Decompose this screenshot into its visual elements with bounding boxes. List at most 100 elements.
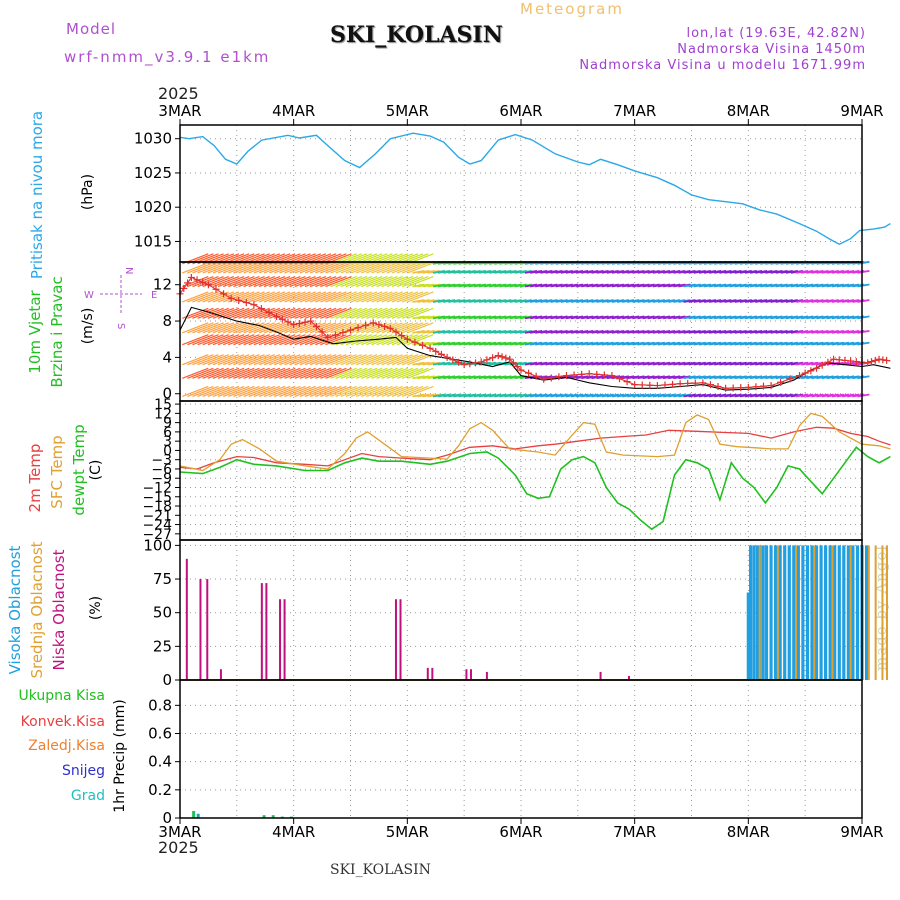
wind-gust-marker	[295, 319, 303, 327]
wind-barb	[197, 322, 224, 334]
wind-barb	[376, 334, 403, 346]
wind-barb	[320, 385, 347, 398]
pressure-ytick-label: 1030	[134, 130, 172, 148]
wind-barb	[238, 367, 265, 379]
wind-gust-marker	[369, 319, 377, 327]
wind-barb	[238, 354, 265, 366]
wind-barb	[279, 322, 306, 334]
wind-barb	[366, 354, 393, 366]
wind-barb	[402, 354, 429, 366]
clouds-ytick-label: 50	[153, 604, 172, 622]
wind-gust-marker	[278, 315, 286, 323]
wind-barb	[345, 354, 373, 366]
wind-gust-marker	[250, 301, 258, 309]
wind-barb	[182, 385, 209, 398]
cloud-low-bar	[185, 558, 188, 680]
wind-barb	[192, 385, 219, 398]
wind-barb	[294, 334, 322, 346]
wind-barb	[253, 291, 281, 303]
wind-barb	[284, 275, 311, 288]
temperature-ytick-label: −21	[142, 508, 172, 524]
wind-barb	[396, 291, 424, 303]
wind-barb	[857, 283, 870, 288]
wind-barb	[228, 262, 255, 274]
cloud-low-bar	[199, 579, 202, 680]
wind-barb	[253, 367, 281, 379]
wind-barb	[207, 334, 235, 346]
bottom-station: SKI_KOLASIN	[330, 862, 431, 878]
wind-barb	[366, 262, 393, 274]
wind-barb	[335, 291, 362, 303]
wind-gust-marker	[616, 375, 624, 383]
wind-barb	[325, 291, 352, 303]
wind-gust-marker	[386, 324, 394, 332]
wind-barb	[289, 291, 316, 303]
wind-barb	[212, 354, 240, 366]
cloud-high-bar	[824, 545, 828, 680]
wind-barb	[320, 307, 347, 319]
wind-barb	[396, 354, 424, 366]
wind-barb	[243, 262, 270, 274]
wind-barb	[320, 322, 347, 334]
wind-barb	[355, 262, 383, 274]
wind-barb	[284, 334, 311, 346]
wind-gust-marker	[777, 378, 785, 386]
wind-barb	[407, 307, 434, 319]
wind-gust-marker	[835, 356, 843, 364]
wind-barb	[340, 291, 368, 303]
pressure-unit: (hPa)	[80, 174, 96, 210]
wind-barb	[269, 291, 296, 303]
wind-gust-marker	[403, 335, 411, 343]
wind-gust-marker	[331, 331, 339, 339]
wind-barb	[253, 275, 281, 288]
wind-barb	[207, 275, 235, 288]
wind-barb	[325, 354, 352, 366]
elevation: Nadmorska Visina 1450m	[677, 42, 866, 57]
wind-barb	[396, 262, 424, 274]
temperature-ytick-label: 15	[154, 397, 172, 413]
wind-barb	[274, 291, 301, 303]
wind-barb	[350, 385, 378, 398]
wind-barb	[294, 262, 322, 274]
wind-barb	[320, 354, 347, 366]
station-title: SKI_KOLASIN	[330, 22, 503, 48]
wind-barb	[325, 262, 352, 274]
wind-barb	[238, 275, 265, 288]
wind-barb	[238, 291, 265, 303]
year-bottom: 2025	[158, 838, 199, 857]
wind-barb	[391, 385, 419, 398]
wind-barb	[269, 334, 296, 346]
wind-barb	[274, 385, 301, 398]
wind-barb	[371, 334, 398, 346]
wind-barb	[325, 385, 352, 398]
wind-barb	[361, 354, 388, 366]
wind-barb	[315, 275, 342, 288]
wind-barb	[381, 262, 408, 274]
wind-barb	[330, 262, 357, 274]
temperature-ytick-label: −15	[142, 490, 172, 506]
wind-barb	[402, 262, 429, 274]
wind-barb	[279, 291, 306, 303]
wind-barb	[407, 367, 434, 379]
cloud-high-bar	[783, 545, 787, 680]
wind-gust-marker	[494, 352, 502, 360]
cloud-high-bar	[764, 545, 769, 680]
wind-gust-marker	[180, 284, 188, 292]
wind-barb	[289, 354, 316, 366]
wind-barb	[335, 354, 362, 366]
wind-title-2: Brzina i Pravac	[48, 276, 66, 387]
wind-gust-marker	[513, 362, 521, 370]
wind-ytick-label: 4	[162, 348, 172, 366]
wind-barb	[274, 262, 301, 274]
wind-barb	[192, 275, 219, 288]
wind-gust-marker	[506, 355, 514, 363]
cloud-mid-bar	[831, 545, 834, 680]
wind-barb	[309, 367, 337, 379]
wind-barb	[299, 262, 327, 274]
wind-barb	[386, 262, 414, 274]
wind-barb	[243, 291, 270, 303]
temperature-ytick-label: 12	[154, 406, 172, 422]
wind-barb	[345, 262, 373, 274]
wind-barb	[335, 367, 362, 379]
wind-gust-marker	[867, 358, 875, 366]
